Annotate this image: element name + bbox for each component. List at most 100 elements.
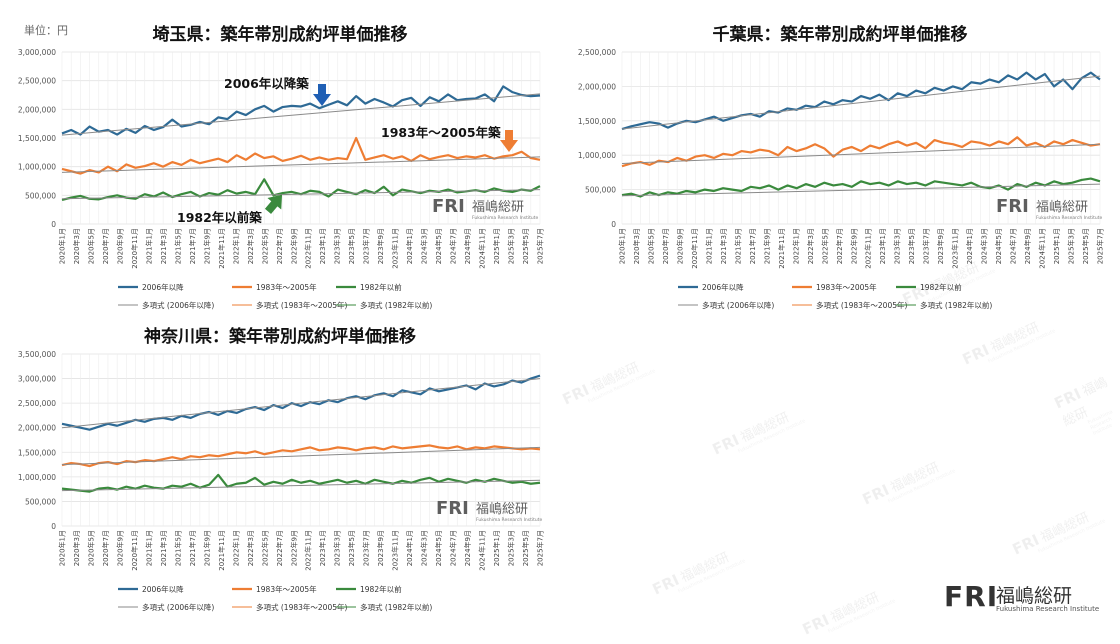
x-tick-label: 2023年9月 (376, 530, 385, 566)
legend-label-trend_older: 多項式 (1982年以前) (920, 300, 992, 310)
legend-label-trend_mid: 多項式 (1983年～2005年) (256, 300, 347, 310)
chart-panel-kanagawa: 神奈川県：築年帯別成約坪単価推移 0 500,000 1,000,000 1,500,… (0, 322, 560, 622)
watermark-mark: FRI (649, 570, 683, 599)
x-tick-label: 2023年7月 (362, 530, 371, 566)
legend-label-newer: 2006年以降 (702, 282, 744, 292)
x-tick-label: 2025年5月 (521, 530, 530, 566)
legend-label-trend_newer: 多項式 (2006年以降) (702, 300, 774, 310)
x-tick-label: 2023年7月 (362, 228, 371, 264)
x-tick-label: 2023年11月 (391, 228, 400, 269)
x-tick-label: 2020年1月 (58, 530, 67, 566)
legend-label-mid: 1983年～2005年 (816, 282, 877, 292)
y-tick-label: 2,000,000 (18, 105, 56, 114)
x-tick-label: 2021年7月 (188, 530, 197, 566)
x-tick-label: 2023年9月 (376, 228, 385, 264)
watermark-name: 福嶋総研 (1038, 510, 1092, 546)
x-tick-label: 2023年3月 (333, 228, 342, 264)
plot-watermark-name: 福嶋総研 (476, 502, 528, 517)
legend-label-older: 1982年以前 (360, 584, 402, 594)
y-tick-label: 500,000 (25, 191, 56, 200)
x-tick-label: 2023年5月 (907, 228, 916, 264)
x-tick-label: 2024年1月 (965, 228, 974, 264)
x-tick-label: 2023年11月 (951, 228, 960, 269)
annotation-newer: 2006年以降築 (224, 76, 309, 91)
x-tick-label: 2022年1月 (231, 530, 240, 566)
x-tick-label: 2024年7月 (449, 530, 458, 566)
x-tick-label: 2024年1月 (405, 228, 414, 264)
x-tick-label: 2024年11月 (478, 530, 487, 571)
x-tick-label: 2022年7月 (835, 228, 844, 264)
x-tick-label: 2022年11月 (304, 530, 313, 571)
x-tick-label: 2020年3月 (72, 228, 81, 264)
plot-watermark-mark: FRI (436, 498, 469, 519)
x-tick-label: 2023年9月 (936, 228, 945, 264)
x-tick-label: 2024年5月 (434, 530, 443, 566)
watermark-mark: FRI (959, 340, 993, 369)
x-tick-label: 2023年1月 (878, 228, 887, 264)
series-line-trend_mid (61, 156, 541, 173)
legend-label-trend_mid: 多項式 (1983年～2005年) (256, 602, 347, 612)
x-tick-label: 2020年1月 (58, 228, 67, 264)
watermark-logo: FRI福嶋総研 Fukushima Research Institute (959, 311, 1057, 374)
x-tick-label: 2024年9月 (463, 530, 472, 566)
x-tick-label: 2020年9月 (675, 228, 684, 264)
x-tick-label: 2024年5月 (994, 228, 1003, 264)
x-tick-label: 2020年3月 (72, 530, 81, 566)
series-line-mid (61, 136, 541, 175)
x-tick-label: 2022年9月 (289, 530, 298, 566)
y-tick-label: 2,000,000 (18, 424, 56, 433)
x-tick-label: 2021年3月 (159, 228, 168, 264)
x-tick-label: 2024年9月 (1023, 228, 1032, 264)
plot-area: 0 500,000 1,000,000 1,500,000 2,000,000 2,500… (18, 350, 545, 571)
y-tick-label: 1,500,000 (18, 448, 56, 457)
x-tick-label: 2020年9月 (115, 530, 124, 566)
legend-label-trend_newer: 多項式 (2006年以降) (142, 300, 214, 310)
x-tick-label: 2020年11月 (690, 228, 699, 269)
watermark-name: 福嶋総研 (988, 320, 1042, 356)
x-tick-label: 2025年7月 (536, 530, 545, 566)
x-tick-label: 2020年9月 (115, 228, 124, 264)
watermark-name: 福嶋総研 (678, 550, 732, 586)
watermark-sub: Fukushima Research Institute (677, 558, 747, 595)
x-tick-label: 2021年5月 (173, 530, 182, 566)
y-tick-label: 0 (51, 220, 56, 229)
watermark-sub: Fukushima Research Institute (827, 598, 897, 635)
watermark-name: 福嶋総研 (588, 360, 642, 396)
watermark-sub: Fukushima Research Institute (1086, 409, 1114, 437)
y-tick-label: 0 (51, 522, 56, 531)
x-tick-label: 2025年1月 (1052, 228, 1061, 264)
chart-saitama: 0 500,000 1,000,000 1,500,000 2,000,000 2,500… (18, 48, 545, 310)
x-tick-label: 2023年5月 (347, 228, 356, 264)
x-tick-label: 2021年5月 (733, 228, 742, 264)
x-tick-label: 2022年9月 (849, 228, 858, 264)
x-tick-label: 2025年5月 (521, 228, 530, 264)
chart-chiba: 0 500,000 1,000,000 1,500,000 2,000,000 2,500… (578, 48, 1105, 310)
x-tick-label: 2020年7月 (661, 228, 670, 264)
legend-label-trend_older: 多項式 (1982年以前) (360, 300, 432, 310)
x-tick-label: 2021年11月 (217, 228, 226, 269)
watermark-mark: FRI (859, 480, 893, 509)
x-tick-label: 2024年7月 (1009, 228, 1018, 264)
watermark-mark: FRI (1009, 530, 1043, 559)
x-tick-label: 2025年1月 (492, 228, 501, 264)
x-tick-label: 2022年5月 (260, 530, 269, 566)
chart-title: 千葉県：築年帯別成約坪単価推移 (712, 25, 968, 45)
x-tick-label: 2025年5月 (1081, 228, 1090, 264)
x-tick-label: 2023年3月 (333, 530, 342, 566)
x-tick-label: 2021年3月 (719, 228, 728, 264)
x-tick-label: 2024年9月 (463, 228, 472, 264)
plot-watermark-sub: Fukushima Research Institute (476, 517, 543, 523)
x-tick-label: 2022年3月 (246, 530, 255, 566)
legend-label-trend_newer: 多項式 (2006年以降) (142, 602, 214, 612)
watermark-logo: FRI福嶋総研 Fukushima Research Institute (559, 351, 657, 414)
watermark-sub: Fukushima Research Institute (737, 418, 807, 455)
x-tick-label: 2025年7月 (1096, 228, 1105, 264)
plot-watermark-name: 福嶋総研 (472, 200, 524, 215)
x-tick-label: 2021年11月 (217, 530, 226, 571)
x-tick-label: 2021年1月 (144, 530, 153, 566)
x-tick-label: 2022年9月 (289, 228, 298, 264)
x-tick-label: 2020年5月 (86, 228, 95, 264)
watermark-logo: FRI福嶋総研 Fukushima Research Institute (709, 401, 807, 464)
